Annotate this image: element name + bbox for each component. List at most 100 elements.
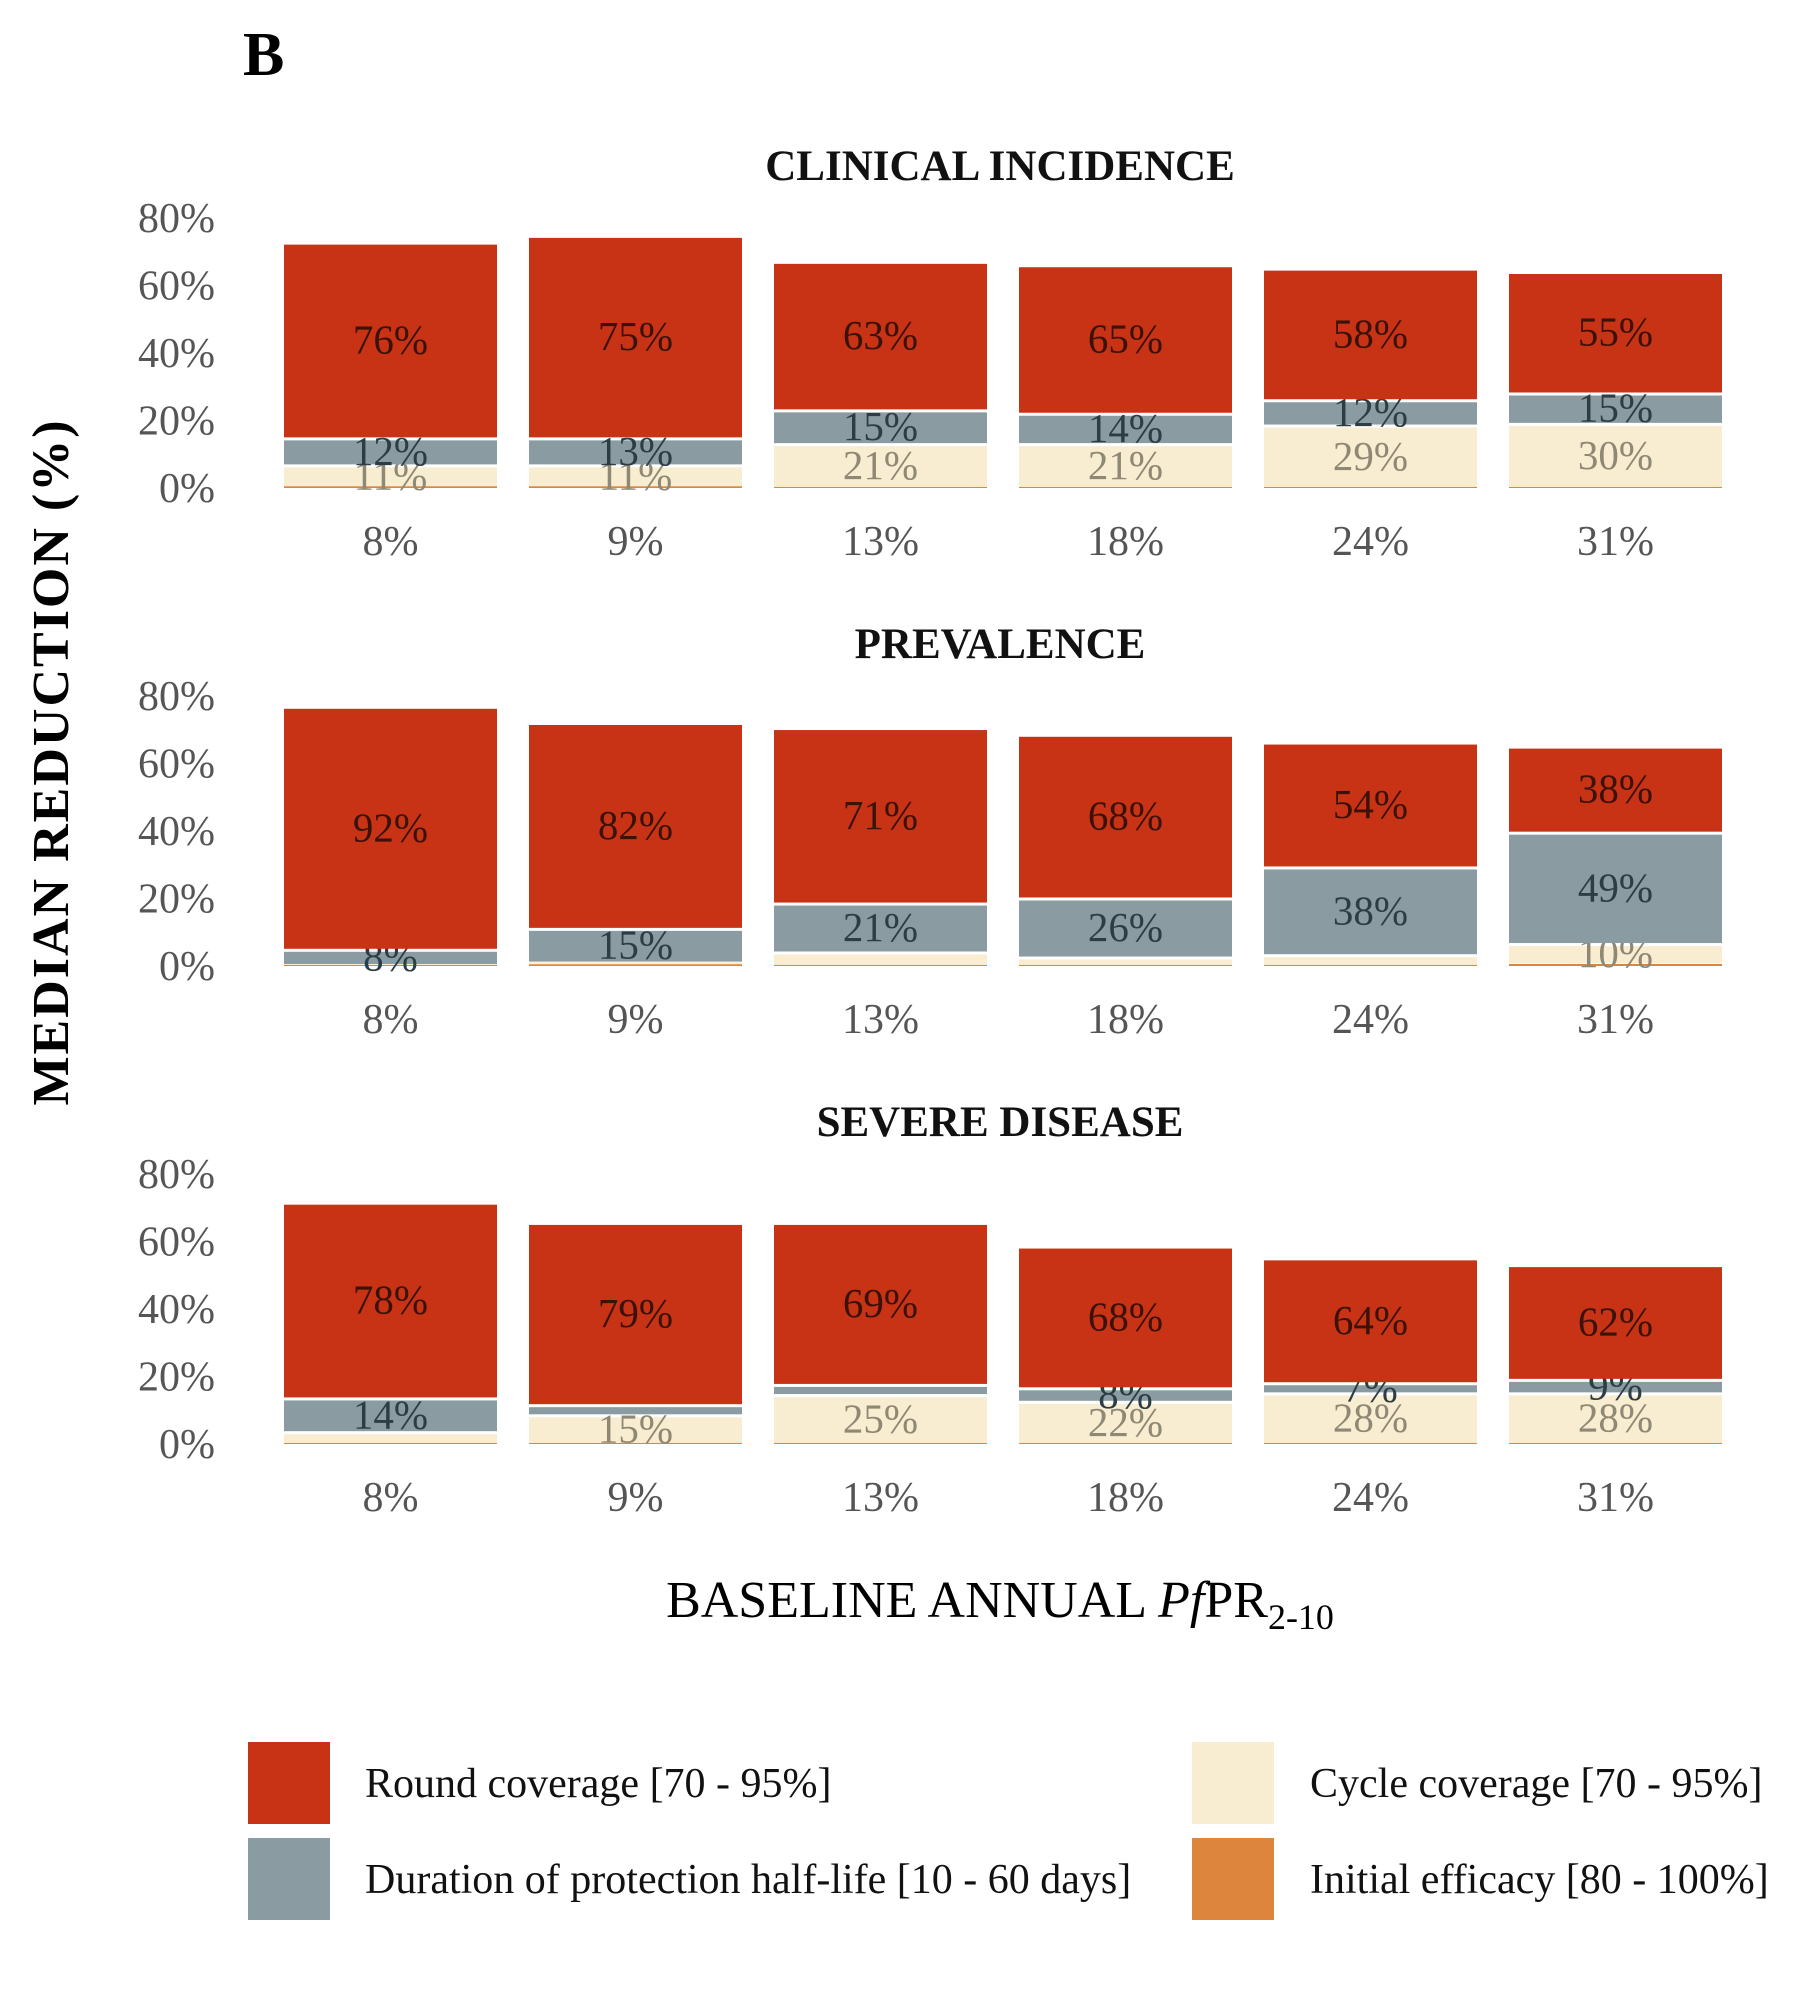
data-label: 69% bbox=[843, 1280, 918, 1326]
bar-stack: 29%12%58% bbox=[1264, 270, 1477, 488]
y-tick-label: 0% bbox=[159, 1422, 215, 1468]
data-label: 82% bbox=[598, 802, 673, 848]
data-label: 15% bbox=[598, 922, 673, 968]
data-label: 26% bbox=[1088, 904, 1163, 950]
data-label: 30% bbox=[1578, 432, 1653, 478]
bar-segment-cycle-coverage bbox=[1019, 959, 1232, 965]
data-label: 75% bbox=[598, 313, 673, 359]
bar-stack: 10%49%38% bbox=[1509, 748, 1722, 976]
data-label: 29% bbox=[1333, 433, 1408, 479]
bar-stack: 15% 82% bbox=[529, 724, 742, 968]
data-label: 68% bbox=[1088, 1293, 1163, 1339]
bar-segment-duration-half-life bbox=[284, 951, 497, 964]
data-label: 38% bbox=[1333, 887, 1408, 933]
y-tick-label: 0% bbox=[159, 944, 215, 990]
bar-segment-duration-half-life bbox=[1019, 415, 1232, 444]
bar-segment-duration-half-life bbox=[1509, 395, 1722, 423]
data-label: 71% bbox=[843, 792, 918, 838]
bar-segment-cycle-coverage bbox=[1264, 957, 1477, 965]
data-label: 64% bbox=[1333, 1297, 1408, 1343]
bar-stack: 22%8%68% bbox=[1019, 1248, 1232, 1445]
panel-title: SEVERE DISEASE bbox=[817, 1099, 1184, 1146]
bars: 8%92%15%82%21%71%26%68%38%54%10%49%38% bbox=[284, 708, 1722, 979]
legend-item-round-coverage: Round coverage [70 - 95%] bbox=[248, 1742, 832, 1824]
bar-segment-cycle-coverage bbox=[1509, 425, 1722, 487]
data-label: 25% bbox=[843, 1396, 918, 1442]
data-label: 54% bbox=[1333, 781, 1408, 827]
bar-stack: 11%13%75% bbox=[529, 237, 742, 498]
bar-stack: 28%9%62% bbox=[1509, 1267, 1722, 1444]
legend-label: Round coverage [70 - 95%] bbox=[365, 1761, 832, 1807]
bar-segment-initial-efficacy bbox=[529, 964, 742, 966]
bar-segment-initial-efficacy bbox=[1509, 486, 1722, 488]
x-tick-label: 24% bbox=[1332, 519, 1409, 565]
bar-stack: 28%7%64% bbox=[1264, 1260, 1477, 1444]
bar-segment-round-coverage bbox=[1264, 1260, 1477, 1383]
y-axis-title: MEDIAN REDUCTION (%) bbox=[23, 418, 80, 1105]
bar-segment-round-coverage bbox=[1264, 270, 1477, 400]
data-label: 55% bbox=[1578, 309, 1653, 355]
bar-segment-round-coverage bbox=[774, 263, 987, 410]
legend-swatch bbox=[248, 1838, 330, 1920]
legend-swatch bbox=[1192, 1742, 1274, 1824]
panel-severe-disease: SEVERE DISEASE 0% 20% 40% 60% 80% 14% 78% 15%7… bbox=[138, 1099, 1722, 1521]
legend-swatch bbox=[1192, 1838, 1274, 1920]
legend-label: Cycle coverage [70 - 95%] bbox=[1310, 1761, 1762, 1807]
panel-title: CLINICAL INCIDENCE bbox=[765, 143, 1235, 190]
data-label: 78% bbox=[353, 1277, 428, 1323]
x-tick-label: 8% bbox=[363, 519, 419, 565]
bar-segment-duration-half-life bbox=[1264, 402, 1477, 425]
x-axis-categories: 8% 9% 13% 18% 24% 31% bbox=[363, 519, 1655, 565]
bar-segment-initial-efficacy bbox=[774, 1442, 987, 1444]
legend: Round coverage [70 - 95%] Cycle coverage… bbox=[248, 1742, 1769, 1920]
y-tick-label: 20% bbox=[138, 877, 215, 923]
legend-item-duration-half-life: Duration of protection half-life [10 - 6… bbox=[248, 1838, 1131, 1920]
legend-label: Duration of protection half-life [10 - 6… bbox=[365, 1857, 1131, 1903]
panel-clinical-incidence: CLINICAL INCIDENCE 0% 20% 40% 60% 80% 11%12%… bbox=[138, 143, 1722, 565]
x-tick-label: 31% bbox=[1577, 519, 1654, 565]
x-tick-label: 9% bbox=[608, 519, 664, 565]
data-label: 63% bbox=[843, 312, 918, 358]
data-label: 21% bbox=[843, 442, 918, 488]
x-tick-label: 8% bbox=[363, 1475, 419, 1521]
bar-segment-round-coverage bbox=[1509, 1267, 1722, 1379]
x-tick-label: 24% bbox=[1332, 1475, 1409, 1521]
x-tick-label: 9% bbox=[608, 997, 664, 1043]
bar-segment-duration-half-life bbox=[1019, 1390, 1232, 1401]
x-tick-label: 9% bbox=[608, 1475, 664, 1521]
bar-stack: 38% 54% bbox=[1264, 744, 1477, 966]
data-label: 62% bbox=[1578, 1298, 1653, 1344]
legend-swatch bbox=[248, 1742, 330, 1824]
legend-item-initial-efficacy: Initial efficacy [80 - 100%] bbox=[1192, 1838, 1769, 1920]
bar-segment-round-coverage bbox=[774, 730, 987, 903]
bar-segment-cycle-coverage bbox=[284, 962, 497, 965]
bar-segment-initial-efficacy bbox=[284, 486, 497, 488]
bar-segment-duration-half-life bbox=[774, 1386, 987, 1395]
data-label: 28% bbox=[1333, 1395, 1408, 1441]
x-tick-label: 13% bbox=[842, 1475, 919, 1521]
bar-segment-initial-efficacy bbox=[1509, 1442, 1722, 1444]
data-label: 65% bbox=[1088, 315, 1163, 361]
data-label: 21% bbox=[843, 904, 918, 950]
bar-segment-initial-efficacy bbox=[1264, 486, 1477, 488]
bar-segment-duration-half-life bbox=[284, 440, 497, 465]
legend-item-cycle-coverage: Cycle coverage [70 - 95%] bbox=[1192, 1742, 1762, 1824]
bar-segment-duration-half-life bbox=[529, 930, 742, 962]
x-axis-categories: 8% 9% 13% 18% 24% 31% bbox=[363, 1475, 1655, 1521]
bar-segment-cycle-coverage bbox=[1264, 427, 1477, 487]
data-label: 22% bbox=[1088, 1399, 1163, 1445]
bar-segment-cycle-coverage bbox=[1509, 946, 1722, 964]
x-tick-label: 13% bbox=[842, 519, 919, 565]
x-tick-label: 13% bbox=[842, 997, 919, 1043]
bar-stack: 21%15% 63% bbox=[774, 263, 987, 488]
x-tick-label: 31% bbox=[1577, 1475, 1654, 1521]
y-tick-label: 80% bbox=[138, 1152, 215, 1198]
bar-segment-duration-half-life bbox=[1264, 869, 1477, 955]
bar-segment-round-coverage bbox=[1019, 267, 1232, 413]
bar-segment-initial-efficacy bbox=[284, 1442, 497, 1444]
y-tick-label: 20% bbox=[138, 399, 215, 445]
y-tick-label: 60% bbox=[138, 742, 215, 788]
bar-segment-round-coverage bbox=[1509, 748, 1722, 832]
bar-segment-cycle-coverage bbox=[1019, 1403, 1232, 1443]
